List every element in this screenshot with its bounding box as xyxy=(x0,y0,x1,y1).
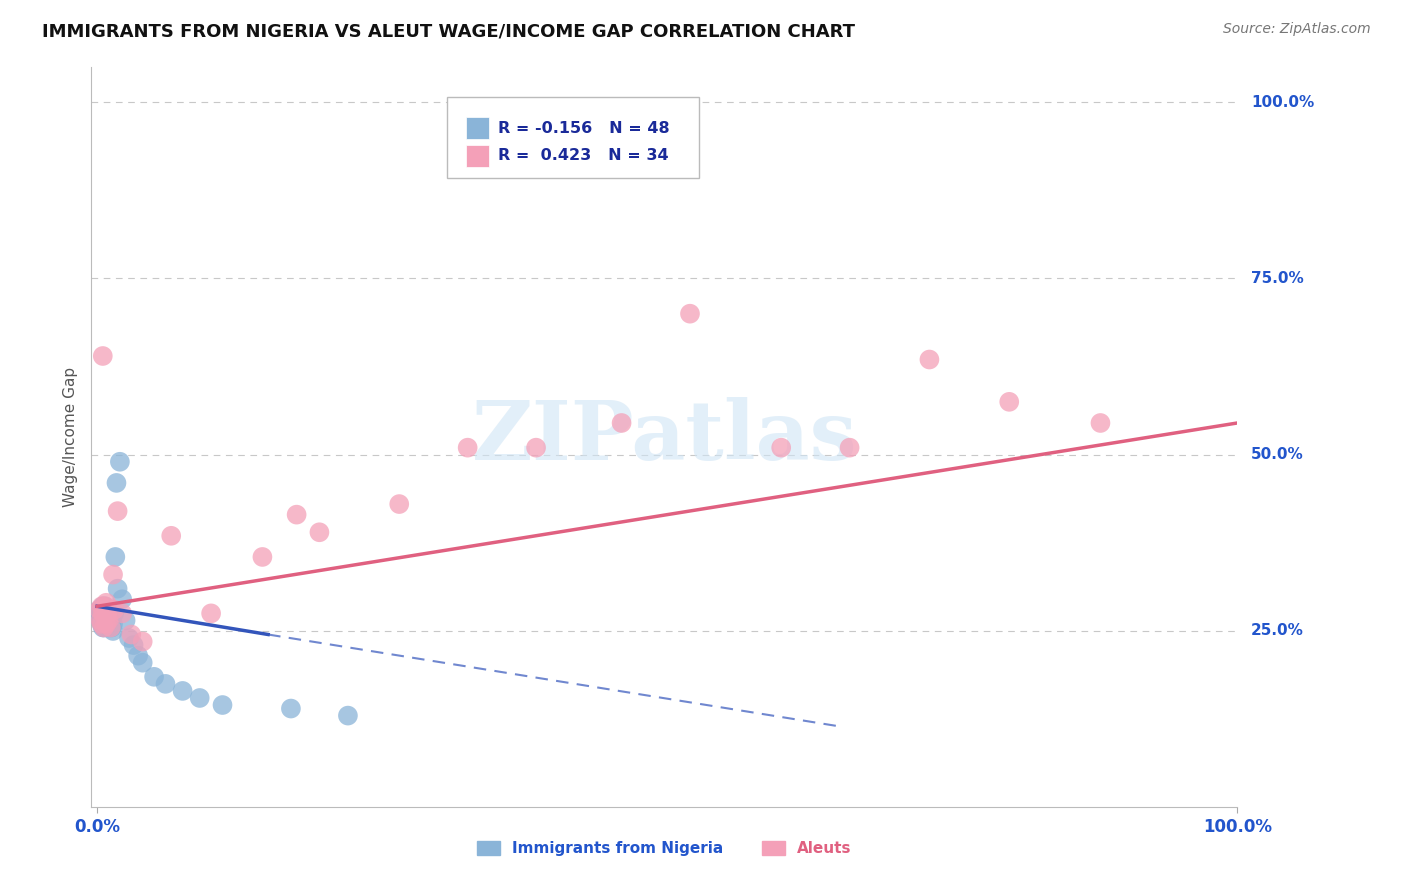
Point xyxy=(98,610,121,624)
Bar xyxy=(467,145,489,167)
Text: Source: ZipAtlas.com: Source: ZipAtlas.com xyxy=(1223,22,1371,37)
Point xyxy=(90,616,112,631)
Point xyxy=(524,441,547,455)
Point xyxy=(93,614,115,628)
Text: IMMIGRANTS FROM NIGERIA VS ALEUT WAGE/INCOME GAP CORRELATION CHART: IMMIGRANTS FROM NIGERIA VS ALEUT WAGE/IN… xyxy=(42,22,855,40)
Point xyxy=(93,620,115,634)
Point xyxy=(96,607,118,621)
Point xyxy=(97,603,120,617)
FancyBboxPatch shape xyxy=(447,96,699,178)
Point xyxy=(90,599,112,614)
Bar xyxy=(467,117,489,139)
Text: ZIPatlas: ZIPatlas xyxy=(471,397,858,477)
Point xyxy=(91,607,114,621)
Point xyxy=(172,684,194,698)
Point xyxy=(91,599,114,614)
Point xyxy=(211,698,233,712)
Point xyxy=(90,607,112,621)
Point xyxy=(100,620,122,634)
Point xyxy=(114,614,136,628)
Point xyxy=(96,596,118,610)
Point xyxy=(89,607,111,621)
Point xyxy=(96,610,118,624)
Point xyxy=(131,656,153,670)
Point xyxy=(101,603,124,617)
Point xyxy=(104,549,127,564)
Point xyxy=(94,614,117,628)
Point xyxy=(101,616,124,631)
Point xyxy=(118,631,141,645)
Point xyxy=(285,508,308,522)
Point xyxy=(96,620,118,634)
Text: R = -0.156   N = 48: R = -0.156 N = 48 xyxy=(498,120,669,136)
Point xyxy=(97,616,120,631)
Point xyxy=(101,620,124,634)
Point xyxy=(131,634,153,648)
Point xyxy=(111,592,134,607)
Point xyxy=(89,603,111,617)
Point xyxy=(1090,416,1112,430)
Point xyxy=(96,616,118,631)
Point xyxy=(838,441,860,455)
Point xyxy=(336,708,359,723)
Point xyxy=(122,638,145,652)
Point xyxy=(770,441,793,455)
Point xyxy=(120,627,142,641)
Point xyxy=(108,455,131,469)
Point xyxy=(101,567,124,582)
Point xyxy=(143,670,166,684)
Point xyxy=(94,607,117,621)
Point xyxy=(679,307,702,321)
Point xyxy=(103,603,125,617)
Point xyxy=(252,549,274,564)
Point xyxy=(94,599,117,614)
Point xyxy=(107,504,129,518)
Y-axis label: Wage/Income Gap: Wage/Income Gap xyxy=(63,367,79,508)
Point xyxy=(308,525,330,540)
Point xyxy=(98,620,121,634)
Point xyxy=(105,475,128,490)
Point xyxy=(610,416,633,430)
Point xyxy=(94,599,117,614)
Point xyxy=(97,614,120,628)
Text: 75.0%: 75.0% xyxy=(1251,271,1303,286)
Point xyxy=(155,677,177,691)
Point xyxy=(280,701,302,715)
Point xyxy=(918,352,941,367)
Point xyxy=(96,616,118,631)
Point xyxy=(457,441,479,455)
Point xyxy=(111,607,134,621)
Point xyxy=(89,603,111,617)
Point xyxy=(91,620,114,634)
Text: 100.0%: 100.0% xyxy=(1251,95,1315,110)
Point xyxy=(90,616,112,631)
Point xyxy=(127,648,149,663)
Point xyxy=(100,616,122,631)
Text: R =  0.423   N = 34: R = 0.423 N = 34 xyxy=(498,148,669,163)
Text: 50.0%: 50.0% xyxy=(1251,447,1303,462)
Text: 25.0%: 25.0% xyxy=(1251,624,1303,639)
Point xyxy=(90,610,112,624)
Point xyxy=(101,624,124,638)
Point xyxy=(100,614,122,628)
Point xyxy=(188,690,211,705)
Point xyxy=(388,497,411,511)
Point xyxy=(160,529,183,543)
Point xyxy=(89,614,111,628)
Point xyxy=(103,607,125,621)
Point xyxy=(96,616,118,631)
Point xyxy=(93,620,115,634)
Point xyxy=(89,614,111,628)
Legend: Immigrants from Nigeria, Aleuts: Immigrants from Nigeria, Aleuts xyxy=(471,835,858,863)
Point xyxy=(91,349,114,363)
Point xyxy=(200,607,222,621)
Point xyxy=(91,614,114,628)
Point xyxy=(107,582,129,596)
Point xyxy=(96,607,118,621)
Point xyxy=(998,394,1021,409)
Point xyxy=(93,610,115,624)
